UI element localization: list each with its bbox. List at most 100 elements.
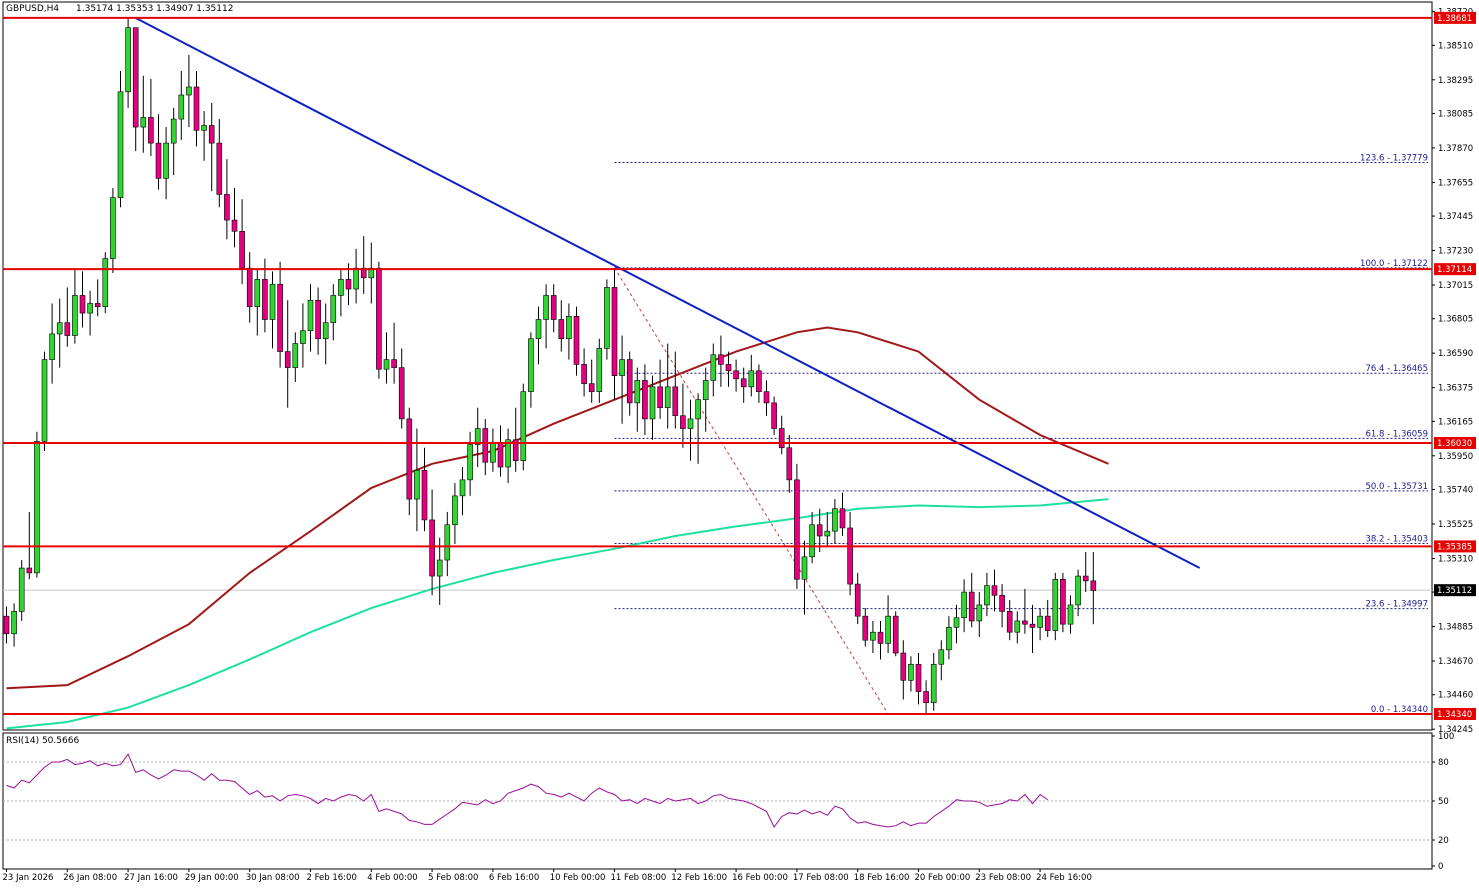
candle-body bbox=[733, 370, 739, 380]
candle-body bbox=[292, 343, 299, 368]
fib-level-label: 38.2 - 1.35403 bbox=[1365, 535, 1428, 545]
candle-body bbox=[710, 354, 717, 381]
candle-body bbox=[383, 359, 390, 370]
candle-body bbox=[588, 383, 595, 392]
sr-level-tag-label: 1.35385 bbox=[1437, 542, 1472, 552]
price-tick-label: 1.35310 bbox=[1438, 554, 1473, 564]
candle-body bbox=[155, 142, 162, 179]
candle-body bbox=[170, 118, 177, 144]
candle-body bbox=[520, 391, 527, 461]
rsi-panel-frame bbox=[2, 732, 1433, 870]
time-tick-label: 6 Feb 16:00 bbox=[489, 873, 539, 883]
candle-body bbox=[41, 359, 48, 442]
candle-body bbox=[718, 354, 724, 365]
candle-body bbox=[18, 567, 25, 612]
price-tick-label: 1.36805 bbox=[1438, 315, 1473, 325]
candle-body bbox=[148, 117, 154, 144]
candle-body bbox=[657, 386, 663, 408]
time-tick-label: 30 Jan 08:00 bbox=[246, 873, 300, 883]
candle-body bbox=[201, 125, 207, 131]
sr-level-tag bbox=[1434, 540, 1476, 553]
candle-body bbox=[763, 391, 770, 404]
candle-body bbox=[862, 615, 869, 641]
time-tick-label: 26 Jan 08:00 bbox=[63, 873, 117, 883]
candle-body bbox=[315, 299, 321, 340]
candle-body bbox=[322, 322, 329, 340]
candle-body bbox=[436, 559, 443, 577]
sr-level-tag-label: 1.36030 bbox=[1437, 439, 1472, 449]
candle-body bbox=[596, 348, 603, 392]
candle-body bbox=[672, 386, 679, 417]
fib-level-label: 123.6 - 1.37779 bbox=[1360, 154, 1428, 164]
candle-body bbox=[740, 378, 747, 388]
downtrend-line bbox=[135, 17, 1201, 569]
price-tick-label: 1.35525 bbox=[1438, 520, 1473, 530]
candle-body bbox=[1014, 620, 1021, 633]
candle-body bbox=[1060, 578, 1066, 625]
candle-body bbox=[649, 386, 656, 420]
candle-body bbox=[3, 615, 10, 635]
time-tick-label: 10 Feb 00:00 bbox=[550, 873, 606, 883]
candle-body bbox=[816, 524, 823, 537]
candle-body bbox=[885, 615, 891, 644]
rsi-label: RSI(14) 50.5666 bbox=[6, 736, 80, 746]
candle-body bbox=[611, 287, 618, 376]
candle-body bbox=[566, 315, 572, 340]
candle-body bbox=[1052, 578, 1059, 631]
candle-body bbox=[102, 258, 109, 307]
fib-level-label: 61.8 - 1.36059 bbox=[1365, 429, 1428, 439]
fib-level-label: 76.4 - 1.36465 bbox=[1365, 364, 1428, 374]
ma-fast-line bbox=[6, 326, 1109, 690]
candle-body bbox=[1029, 623, 1036, 628]
candle-body bbox=[604, 287, 610, 349]
candle-body bbox=[680, 415, 686, 429]
candle-body bbox=[186, 86, 192, 96]
candle-body bbox=[208, 125, 215, 144]
price-tick-label: 1.36375 bbox=[1438, 384, 1473, 394]
time-tick-label: 4 Feb 00:00 bbox=[367, 873, 417, 883]
candle-body bbox=[49, 333, 55, 360]
candle-body bbox=[132, 27, 139, 128]
candle-body bbox=[231, 219, 238, 232]
candle-body bbox=[269, 283, 276, 320]
candle-body bbox=[429, 519, 435, 577]
price-tick-label: 1.37230 bbox=[1438, 247, 1473, 257]
candle-body bbox=[284, 351, 291, 368]
candle-body bbox=[1075, 575, 1081, 606]
candle-body bbox=[11, 611, 17, 635]
candle-body bbox=[550, 295, 557, 320]
time-tick-label: 17 Feb 08:00 bbox=[793, 873, 849, 883]
candle-body bbox=[725, 364, 732, 372]
candle-body bbox=[581, 364, 587, 384]
time-tick-label: 24 Feb 16:00 bbox=[1036, 873, 1092, 883]
candle-body bbox=[968, 591, 975, 622]
candle-body bbox=[94, 303, 101, 307]
candle-body bbox=[72, 295, 78, 336]
price-tick-label: 1.38085 bbox=[1438, 109, 1473, 119]
candle-body bbox=[224, 194, 230, 221]
candle-body bbox=[398, 367, 405, 420]
candle-body bbox=[930, 663, 937, 704]
candle-body bbox=[56, 322, 63, 335]
time-tick-label: 2 Feb 16:00 bbox=[307, 873, 357, 883]
candle-body bbox=[702, 380, 709, 400]
candle-body bbox=[474, 428, 481, 445]
candle-body bbox=[801, 556, 808, 580]
candle-body bbox=[376, 267, 382, 370]
time-tick-label: 16 Feb 00:00 bbox=[732, 873, 788, 883]
current-price-tag-label: 1.35112 bbox=[1437, 586, 1472, 596]
time-tick-label: 29 Jan 00:00 bbox=[185, 873, 239, 883]
price-tick-label: 1.37655 bbox=[1438, 178, 1473, 188]
candle-body bbox=[178, 94, 185, 120]
candle-body bbox=[193, 86, 200, 131]
price-tick-label: 1.34670 bbox=[1438, 657, 1473, 667]
candle-body bbox=[870, 631, 876, 641]
candle-body bbox=[619, 359, 625, 376]
time-tick-label: 23 Jan 2026 bbox=[3, 873, 54, 883]
sr-level-tag-label: 1.37114 bbox=[1437, 265, 1472, 275]
candle-body bbox=[976, 604, 983, 622]
candle-body bbox=[262, 279, 268, 320]
candle-body bbox=[892, 615, 899, 654]
fib-level-label: 50.0 - 1.35731 bbox=[1365, 482, 1428, 492]
rsi-tick-label: 20 bbox=[1438, 836, 1449, 846]
